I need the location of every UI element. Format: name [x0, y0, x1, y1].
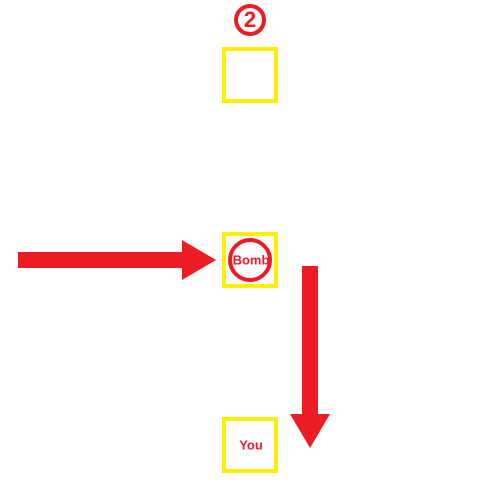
- label-bomb: Bomb: [233, 253, 270, 268]
- player-2-badge: 2: [234, 4, 266, 36]
- arrow-down: [0, 0, 500, 500]
- label-you: You: [239, 438, 263, 453]
